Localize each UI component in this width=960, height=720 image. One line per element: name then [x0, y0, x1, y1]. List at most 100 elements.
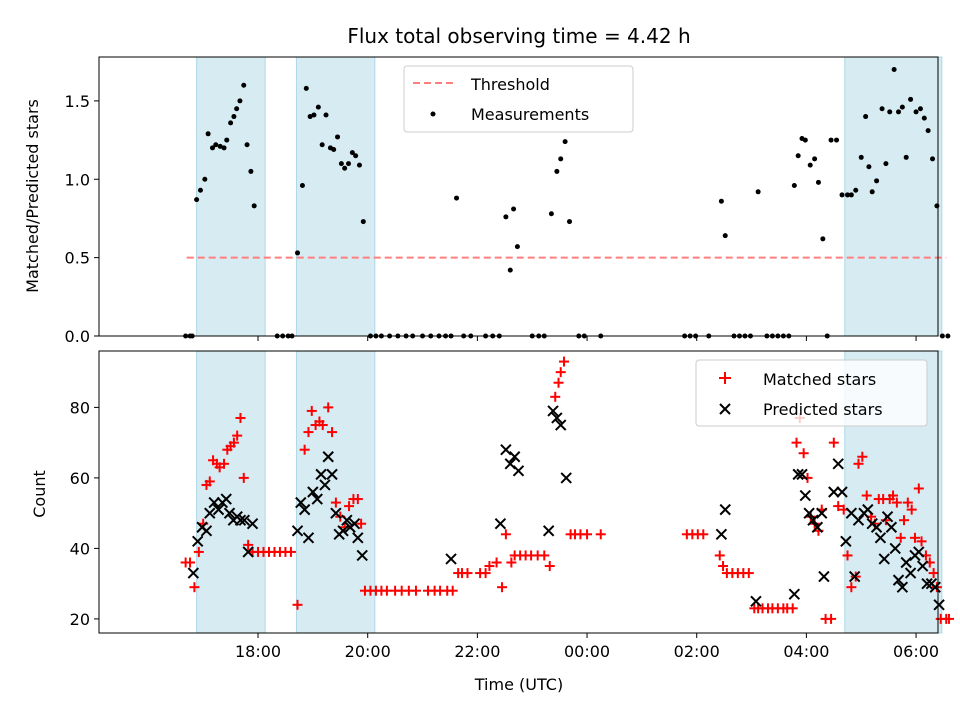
- matched-point: [500, 529, 511, 540]
- y-tick-label: 40: [70, 539, 90, 558]
- predicted-point: [187, 567, 200, 579]
- top-y-axis-label: Matched/Predicted stars: [23, 99, 42, 293]
- measurement-point: [828, 137, 834, 143]
- predicted-point: [341, 514, 353, 526]
- legend-predicted-swatch: [719, 403, 731, 415]
- matched-point: [802, 472, 813, 483]
- predicted-point: [298, 503, 311, 516]
- measurement-point: [315, 104, 321, 110]
- y-tick-label: 0.0: [65, 327, 90, 346]
- measurement-point: [338, 161, 344, 167]
- figure-title: Flux total observing time = 4.42 h: [347, 24, 690, 48]
- shaded-interval-1: [196, 56, 266, 337]
- matched-point: [317, 420, 328, 431]
- measurement-point: [562, 139, 568, 145]
- matched-point: [219, 458, 230, 469]
- matched-point: [842, 550, 853, 561]
- measurement-point: [244, 142, 250, 148]
- predicted-point: [916, 560, 929, 572]
- predicted-point: [330, 507, 342, 519]
- predicted-point: [356, 549, 368, 562]
- predicted-point: [560, 472, 572, 484]
- top-axes-frame: [98, 56, 939, 337]
- measurement-point: [224, 137, 230, 143]
- matched-point: [857, 451, 868, 462]
- matched-point: [484, 561, 495, 572]
- measurement-point: [845, 192, 851, 198]
- measurement-point: [503, 214, 509, 220]
- ratio-panel: 0.0 0.5 1.0 1.5 Matched/Predicted stars Thr…: [23, 56, 951, 346]
- predicted-point: [933, 599, 945, 611]
- y-tick-label: 60: [70, 469, 90, 488]
- measurement-point: [869, 189, 875, 195]
- series-measurements: [183, 67, 951, 339]
- matched-point: [447, 585, 458, 596]
- predicted-point: [818, 570, 830, 583]
- matched-point: [303, 427, 314, 438]
- predicted-point: [796, 468, 808, 481]
- measurement-point: [335, 134, 341, 140]
- measurement-point: [353, 153, 359, 159]
- bottom-axes-frame: [98, 350, 939, 634]
- predicted-point: [840, 535, 852, 548]
- y-tick-label: 1.0: [65, 170, 90, 189]
- measurement-point: [319, 142, 325, 148]
- predicted-point: [337, 525, 349, 537]
- measurement-point: [349, 150, 355, 156]
- predicted-point: [885, 521, 898, 533]
- top-legend: Threshold Measurements: [403, 65, 634, 133]
- matched-point: [928, 568, 939, 579]
- legend-matched-swatch: [719, 372, 731, 384]
- matched-point: [718, 561, 729, 572]
- matched-point: [327, 427, 338, 438]
- measurement-point: [205, 131, 211, 137]
- measurement-point: [311, 112, 317, 118]
- predicted-point: [220, 493, 232, 505]
- measurement-point: [303, 85, 309, 91]
- matched-point: [698, 529, 709, 540]
- matched-point: [833, 501, 844, 512]
- matched-point: [902, 497, 913, 508]
- predicted-point: [500, 443, 512, 456]
- measurement-point: [887, 109, 893, 115]
- predicted-point: [542, 525, 555, 537]
- matched-point: [339, 522, 350, 533]
- predicted-point: [295, 496, 307, 509]
- matched-point: [185, 557, 196, 568]
- measurement-point: [234, 106, 240, 112]
- measurement-point: [853, 187, 859, 193]
- matched-point: [916, 536, 927, 547]
- matched-point: [798, 448, 809, 459]
- measurement-point: [839, 192, 845, 198]
- measurement-point: [908, 96, 914, 102]
- x-tick-label: 20:00: [345, 642, 391, 661]
- measurement-point: [848, 192, 854, 198]
- matched-point: [285, 546, 296, 557]
- predicted-point: [494, 518, 507, 530]
- predicted-point: [900, 556, 912, 569]
- measurement-point: [217, 143, 223, 149]
- predicted-point: [326, 468, 338, 481]
- measurement-point: [197, 187, 203, 193]
- legend-measurements-label: Measurements: [471, 105, 589, 124]
- predicted-point: [889, 542, 901, 555]
- matched-point: [909, 532, 920, 543]
- predicted-point: [234, 514, 247, 526]
- matched-point: [232, 430, 243, 441]
- predicted-point: [191, 535, 204, 548]
- predicted-point: [352, 532, 364, 544]
- measurement-point: [930, 156, 936, 162]
- measurement-point: [917, 106, 923, 112]
- bottom-data-marks: [180, 356, 954, 624]
- measurement-point: [360, 219, 366, 225]
- matched-point: [330, 497, 341, 508]
- predicted-point: [311, 493, 323, 505]
- bottom-x-ticks: 18:00 20:00 22:00 00:00 02:00 04:00 06:00: [235, 633, 939, 661]
- measurement-point: [903, 154, 909, 160]
- matched-point: [550, 391, 561, 402]
- measurement-point: [514, 244, 520, 250]
- measurement-point: [815, 179, 821, 185]
- matched-point: [559, 356, 570, 367]
- series-matched-stars: [180, 356, 954, 624]
- predicted-point: [204, 507, 216, 519]
